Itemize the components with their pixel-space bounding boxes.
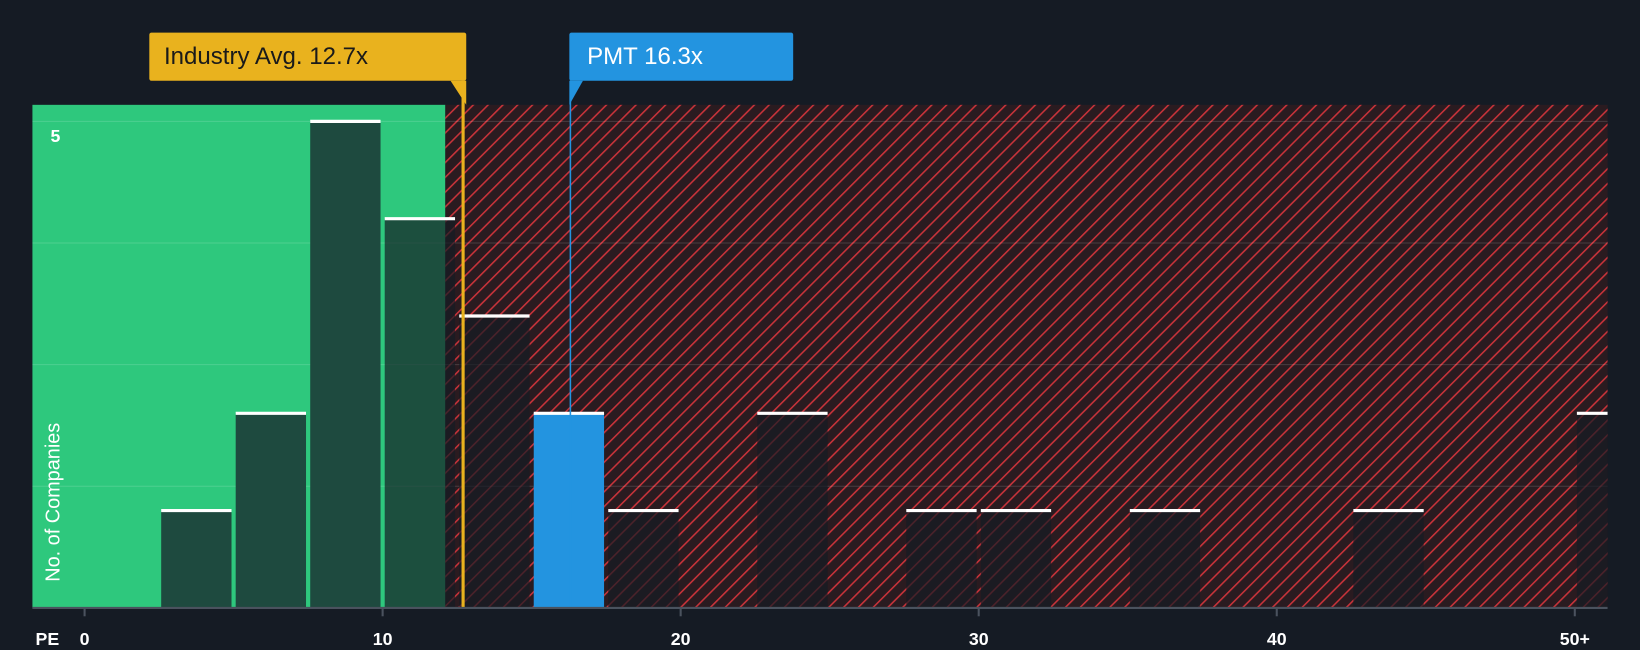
x-tick-label: 40 bbox=[1267, 629, 1287, 649]
bar bbox=[906, 510, 977, 608]
highlight-bar bbox=[533, 413, 605, 608]
annotation-pointer bbox=[450, 80, 467, 105]
annotation-label: Industry Avg. 12.7x bbox=[164, 43, 368, 70]
bar bbox=[161, 510, 232, 608]
x-tick-label: 50+ bbox=[1560, 629, 1590, 649]
bar bbox=[1353, 510, 1424, 608]
axes: PE No. of Companies 5 0 10 20 30 40 50+ bbox=[32, 126, 1608, 649]
annotations: Industry Avg. 12.7x PMT 16.3x bbox=[149, 32, 794, 608]
bar bbox=[235, 413, 307, 608]
x-tick-label: 30 bbox=[969, 629, 989, 649]
x-axis-label: PE bbox=[36, 629, 60, 649]
annotation-label: PMT 16.3x bbox=[587, 43, 703, 70]
bar bbox=[980, 510, 1052, 608]
y-tick-label: 5 bbox=[50, 126, 60, 146]
bar bbox=[459, 315, 530, 608]
bars bbox=[161, 119, 1608, 608]
x-tick-label: 10 bbox=[373, 629, 393, 649]
bar bbox=[1129, 510, 1201, 608]
annotation-pointer bbox=[569, 80, 583, 105]
bar bbox=[310, 121, 381, 608]
annotation-box bbox=[569, 32, 794, 81]
bar bbox=[608, 510, 679, 608]
x-tick-label: 20 bbox=[671, 629, 691, 649]
bar bbox=[1576, 413, 1608, 608]
x-tick-label: 0 bbox=[80, 629, 90, 649]
bar bbox=[384, 218, 456, 608]
y-axis-label: No. of Companies bbox=[43, 423, 65, 582]
bar bbox=[757, 413, 828, 608]
annotation-box bbox=[149, 32, 467, 81]
